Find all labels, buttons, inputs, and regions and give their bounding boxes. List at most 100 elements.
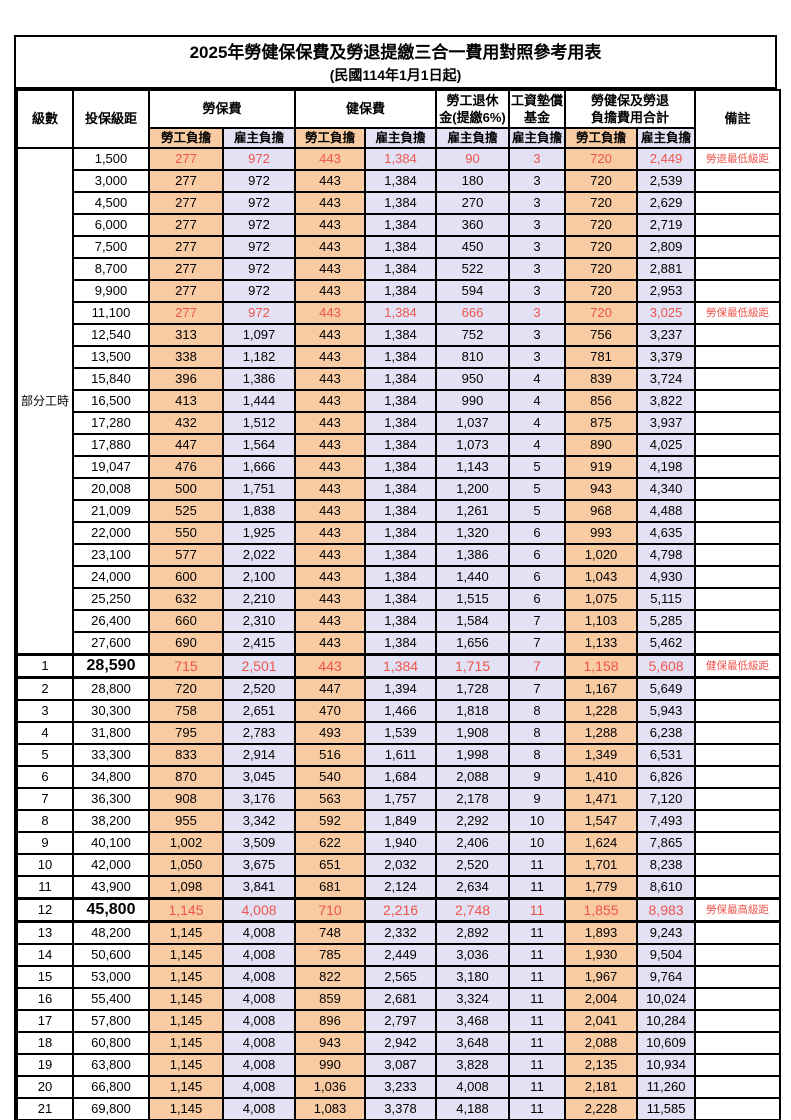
cell-value: 4,198 xyxy=(636,455,697,479)
cell-note xyxy=(694,367,782,391)
cell-value: 3 xyxy=(508,235,567,259)
cell-value: 443 xyxy=(294,169,367,193)
cell-value: 7 xyxy=(508,631,567,656)
cell-bracket: 28,800 xyxy=(72,676,150,701)
cell-value: 443 xyxy=(294,147,367,171)
cell-value: 443 xyxy=(294,323,367,347)
cell-value: 1,145 xyxy=(148,965,224,989)
cell-value: 1,384 xyxy=(364,477,438,501)
cell-value: 1,288 xyxy=(564,721,639,745)
cell-value: 413 xyxy=(148,389,224,413)
cell-value: 1,384 xyxy=(364,147,438,171)
cell-value: 11 xyxy=(508,875,567,900)
cell-value: 500 xyxy=(148,477,224,501)
cell-value: 1,103 xyxy=(564,609,639,633)
cell-value: 4 xyxy=(508,411,567,435)
cell-value: 896 xyxy=(294,1009,367,1033)
cell-value: 8 xyxy=(508,721,567,745)
table-row: 4,500 277 972 443 1,384 270 3 720 2,629 xyxy=(17,191,782,215)
cell-bracket: 45,800 xyxy=(72,897,150,923)
cell-value: 443 xyxy=(294,345,367,369)
cell-value: 720 xyxy=(564,169,639,193)
cell-note xyxy=(694,345,782,369)
cell-value: 313 xyxy=(148,323,224,347)
cell-note xyxy=(694,1031,782,1055)
cell-note xyxy=(694,787,782,811)
cell-value: 795 xyxy=(148,721,224,745)
cell-value: 3,025 xyxy=(636,301,697,325)
cell-value: 277 xyxy=(148,279,224,303)
cell-value: 756 xyxy=(564,323,639,347)
cell-value: 2,415 xyxy=(221,631,297,656)
col-header-total: 勞健保及勞退 負擔費用合計 xyxy=(564,89,697,129)
cell-note xyxy=(694,965,782,989)
cell-value: 11 xyxy=(508,853,567,877)
cell-value: 11,260 xyxy=(636,1075,697,1099)
cell-value: 10 xyxy=(508,809,567,833)
cell-value: 1,701 xyxy=(564,853,639,877)
cell-note xyxy=(694,521,782,545)
cell-value: 90 xyxy=(435,147,511,171)
subheader-health-employer: 雇主負擔 xyxy=(364,127,438,149)
cell-value: 890 xyxy=(564,433,639,457)
cell-bracket: 17,280 xyxy=(72,411,150,435)
cell-bracket: 4,500 xyxy=(72,191,150,215)
reference-table-sheet: 2025年勞健保保費及勞退提繳三合一費用對照參考用表 (民國114年1月1日起)… xyxy=(14,35,782,1120)
cell-value: 990 xyxy=(435,389,511,413)
cell-value: 4,488 xyxy=(636,499,697,523)
cell-value: 720 xyxy=(148,676,224,701)
cell-value: 1,050 xyxy=(148,853,224,877)
table-body: 部分工時 1,500 277 972 443 1,384 90 3 720 2,449 勞退最低級距… xyxy=(16,147,782,1120)
table-row: 3,000 277 972 443 1,384 180 3 720 2,539 xyxy=(17,169,782,193)
cell-bracket: 69,800 xyxy=(72,1097,150,1120)
cell-value: 11 xyxy=(508,897,567,923)
cell-value: 443 xyxy=(294,565,367,589)
cell-value: 11 xyxy=(508,1075,567,1099)
subheader-labor-employer: 雇主負擔 xyxy=(221,127,297,149)
cell-value: 2,634 xyxy=(435,875,511,900)
cell-value: 6 xyxy=(508,565,567,589)
cell-value: 3,045 xyxy=(221,765,297,789)
cell-bracket: 43,900 xyxy=(72,875,150,900)
cell-value: 396 xyxy=(148,367,224,391)
cell-note xyxy=(694,543,782,567)
cell-value: 540 xyxy=(294,765,367,789)
cell-value: 4,188 xyxy=(435,1097,511,1120)
cell-value: 2,565 xyxy=(364,965,438,989)
cell-level: 5 xyxy=(16,743,74,767)
cell-value: 443 xyxy=(294,521,367,545)
cell-value: 11 xyxy=(508,1097,567,1120)
cell-note xyxy=(694,853,782,877)
cell-value: 4,635 xyxy=(636,521,697,545)
cell-level: 15 xyxy=(16,965,74,989)
cell-note xyxy=(694,1097,782,1120)
cell-note xyxy=(694,191,782,215)
cell-value: 1,349 xyxy=(564,743,639,767)
cell-value: 955 xyxy=(148,809,224,833)
subheader-labor-employee: 勞工負擔 xyxy=(148,127,224,149)
cell-value: 443 xyxy=(294,631,367,656)
table-row: 12 45,800 1,145 4,008 710 2,216 2,748 11 1,855 8,… xyxy=(16,897,782,923)
cell-note xyxy=(694,631,782,656)
cell-bracket: 50,600 xyxy=(72,943,150,967)
subheader-total-employer: 雇主負擔 xyxy=(636,127,697,149)
cell-value: 277 xyxy=(148,169,224,193)
cell-value: 1,083 xyxy=(294,1097,367,1120)
cell-value: 2,216 xyxy=(364,897,438,923)
cell-value: 2,332 xyxy=(364,920,438,945)
cell-value: 1,145 xyxy=(148,943,224,967)
cell-value: 2,629 xyxy=(636,191,697,215)
cell-value: 1,394 xyxy=(364,676,438,701)
cell-level: 10 xyxy=(16,853,74,877)
cell-value: 1,471 xyxy=(564,787,639,811)
cell-value: 833 xyxy=(148,743,224,767)
cell-value: 1,143 xyxy=(435,455,511,479)
table-row: 11 43,900 1,098 3,841 681 2,124 2,634 11 1,779 8,… xyxy=(16,875,782,900)
cell-note xyxy=(694,257,782,281)
cell-value: 4,025 xyxy=(636,433,697,457)
cell-level: 3 xyxy=(16,699,74,723)
cell-value: 943 xyxy=(564,477,639,501)
cell-value: 972 xyxy=(221,147,297,171)
cell-value: 2,178 xyxy=(435,787,511,811)
table-row: 13,500 338 1,182 443 1,384 810 3 781 3,379 xyxy=(17,345,782,369)
